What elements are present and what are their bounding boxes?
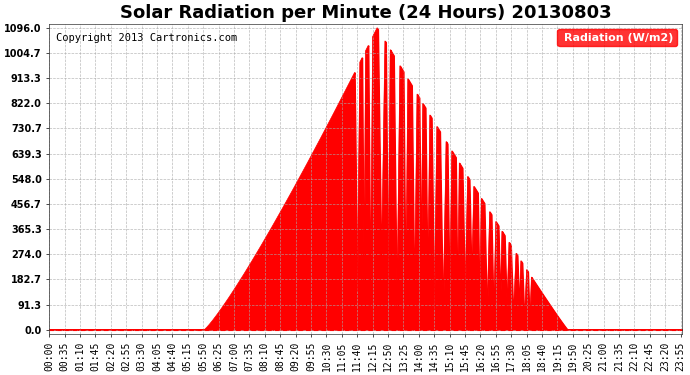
Text: Copyright 2013 Cartronics.com: Copyright 2013 Cartronics.com xyxy=(56,33,237,43)
Title: Solar Radiation per Minute (24 Hours) 20130803: Solar Radiation per Minute (24 Hours) 20… xyxy=(120,4,611,22)
Legend: Radiation (W/m2): Radiation (W/m2) xyxy=(558,29,677,46)
